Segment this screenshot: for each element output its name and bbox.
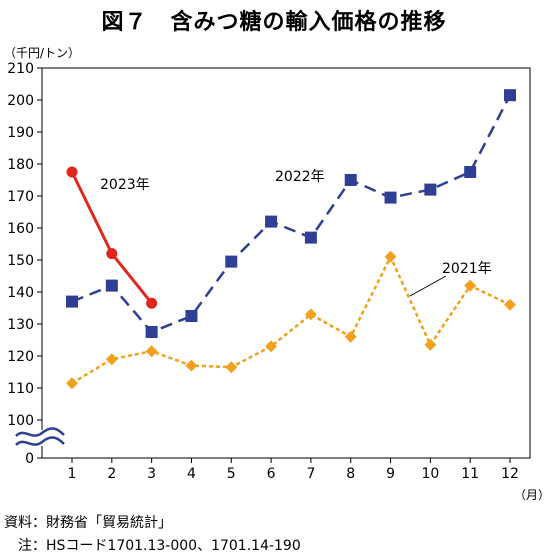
- series-name-label: 2022年: [275, 169, 325, 185]
- y-tick-label: 160: [7, 221, 34, 237]
- data-point-diamond: [265, 340, 278, 353]
- data-point-diamond: [185, 359, 198, 372]
- x-tick-label: 5: [227, 466, 236, 482]
- data-point-diamond: [384, 250, 397, 263]
- series-line: [71, 94, 512, 334]
- data-point-square: [304, 231, 317, 244]
- data-point-diamond: [225, 361, 238, 374]
- data-point-square: [185, 310, 198, 322]
- data-point-square: [66, 295, 78, 308]
- series-name-label: 2023年: [100, 177, 150, 193]
- data-point-circle: [106, 248, 118, 260]
- chart-title: 図７ 含みつ糖の輸入価格の推移: [101, 10, 447, 35]
- data-point-diamond: [304, 308, 317, 321]
- data-point-circle: [146, 297, 158, 309]
- data-point-diamond: [145, 345, 158, 358]
- data-point-diamond: [66, 377, 78, 390]
- y-tick-label: 200: [7, 93, 34, 109]
- y-tick-label: 150: [7, 253, 34, 269]
- y-tick-label: 180: [7, 157, 34, 173]
- plot-frame: [41, 67, 531, 459]
- y-tick-label: 140: [7, 285, 34, 301]
- y-tick-label: 190: [7, 125, 34, 141]
- data-point-square: [344, 174, 357, 186]
- data-point-square: [105, 279, 118, 292]
- x-tick-label: 6: [267, 466, 276, 482]
- source-note: 資料：財務省「貿易統計」: [4, 515, 172, 531]
- x-tick-label: 7: [306, 466, 315, 482]
- x-tick-label: 1: [68, 466, 77, 482]
- y-tick-label: 100: [7, 413, 34, 429]
- x-tick-label: 2: [107, 466, 116, 482]
- y-tick-label: 210: [7, 61, 34, 77]
- data-point-diamond: [424, 338, 437, 351]
- data-point-circle: [66, 166, 78, 178]
- series-line: [71, 253, 511, 385]
- data-point-square: [225, 255, 238, 268]
- axis-break-wave: [15, 427, 65, 437]
- y-tick-label: 0: [25, 451, 34, 467]
- series-name-label: 2021年: [442, 261, 492, 277]
- data-point-square: [504, 89, 516, 102]
- x-tick-label: 11: [461, 466, 479, 482]
- data-point-square: [265, 215, 278, 228]
- axis-break-wave: [15, 436, 65, 446]
- data-point-diamond: [344, 330, 357, 343]
- series-label-leader: [409, 275, 447, 297]
- y-tick-label: 170: [7, 189, 34, 205]
- x-tick-label: 12: [501, 466, 519, 482]
- footnote: 注：HSコード1701.13-000、1701.14-190: [4, 538, 301, 554]
- y-axis-unit-label: （千円/トン）: [4, 46, 81, 60]
- data-point-diamond: [504, 298, 516, 311]
- x-tick-label: 4: [187, 466, 196, 482]
- x-tick-label: 9: [386, 466, 395, 482]
- x-axis-unit-label: （月）: [514, 488, 548, 502]
- y-tick-label: 130: [7, 317, 34, 333]
- x-tick-label: 8: [346, 466, 355, 482]
- data-point-square: [145, 326, 158, 338]
- y-tick-label: 120: [7, 349, 34, 365]
- x-tick-label: 10: [421, 466, 439, 482]
- y-tick-label: 110: [7, 381, 34, 397]
- data-point-square: [384, 191, 397, 204]
- data-point-square: [424, 183, 437, 196]
- x-tick-label: 3: [147, 466, 156, 482]
- data-point-diamond: [105, 353, 118, 366]
- data-point-square: [464, 166, 477, 178]
- data-point-diamond: [464, 279, 477, 292]
